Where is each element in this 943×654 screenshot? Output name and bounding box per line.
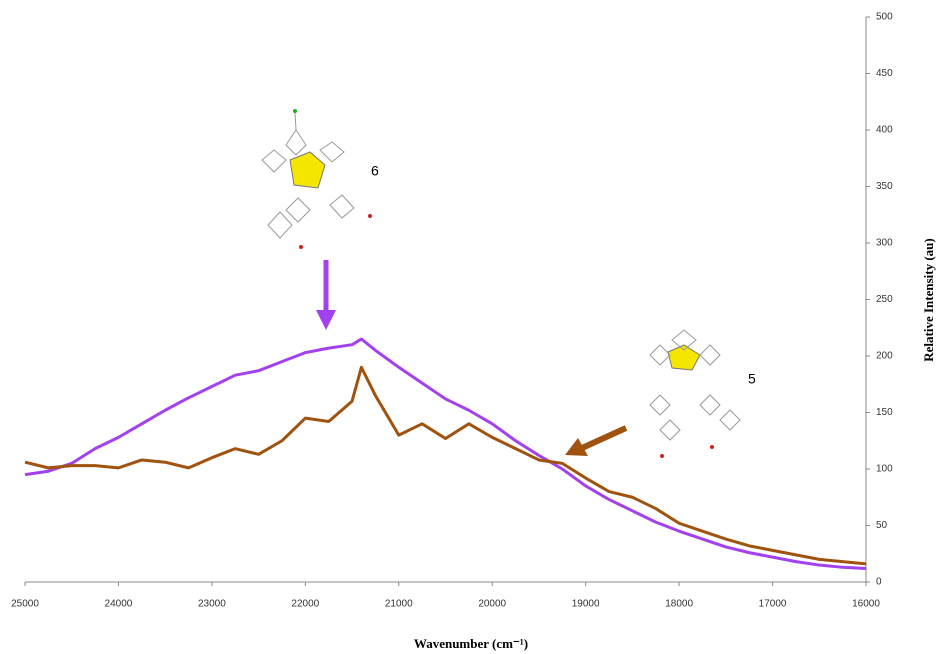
- y-tick-label: 400: [876, 125, 893, 136]
- annotation: 5: [748, 371, 756, 387]
- molecule-5: [650, 330, 740, 458]
- x-tick-label: 21000: [385, 599, 413, 610]
- y-tick-label: 500: [876, 12, 893, 23]
- page: {"chart_data":{"type":"line","x_label":"…: [0, 0, 943, 654]
- y-tick-label: 300: [876, 238, 893, 249]
- x-tick-label: 22000: [291, 599, 319, 610]
- x-tick-label: 19000: [572, 599, 600, 610]
- y-tick-label: 350: [876, 181, 893, 192]
- y-tick-label: 250: [876, 294, 893, 305]
- x-tick-label: 20000: [478, 599, 506, 610]
- x-tick-label: 18000: [665, 599, 693, 610]
- chart: 6 5 Wavenumber (cm⁻¹) Relative Intensity…: [0, 0, 943, 654]
- x-tick-label: 23000: [198, 599, 226, 610]
- x-tick-label: 17000: [759, 599, 787, 610]
- molecule-6: [262, 109, 372, 249]
- data-line: [25, 339, 866, 568]
- y-tick-label: 50: [876, 520, 888, 531]
- y-tick-label: 0: [876, 577, 882, 588]
- y-axis-title: Relative Intensity (au): [921, 238, 936, 362]
- y-tick-label: 450: [876, 68, 893, 79]
- y-tick-label: 100: [876, 464, 893, 475]
- x-tick-label: 25000: [11, 599, 39, 610]
- y-tick-label: 200: [876, 351, 893, 362]
- annotation: 6: [371, 163, 379, 179]
- x-axis-title: Wavenumber (cm⁻¹): [414, 636, 528, 651]
- x-tick-label: 24000: [105, 599, 133, 610]
- y-tick-label: 150: [876, 407, 893, 418]
- x-tick-label: 16000: [852, 599, 880, 610]
- data-line: [25, 367, 866, 564]
